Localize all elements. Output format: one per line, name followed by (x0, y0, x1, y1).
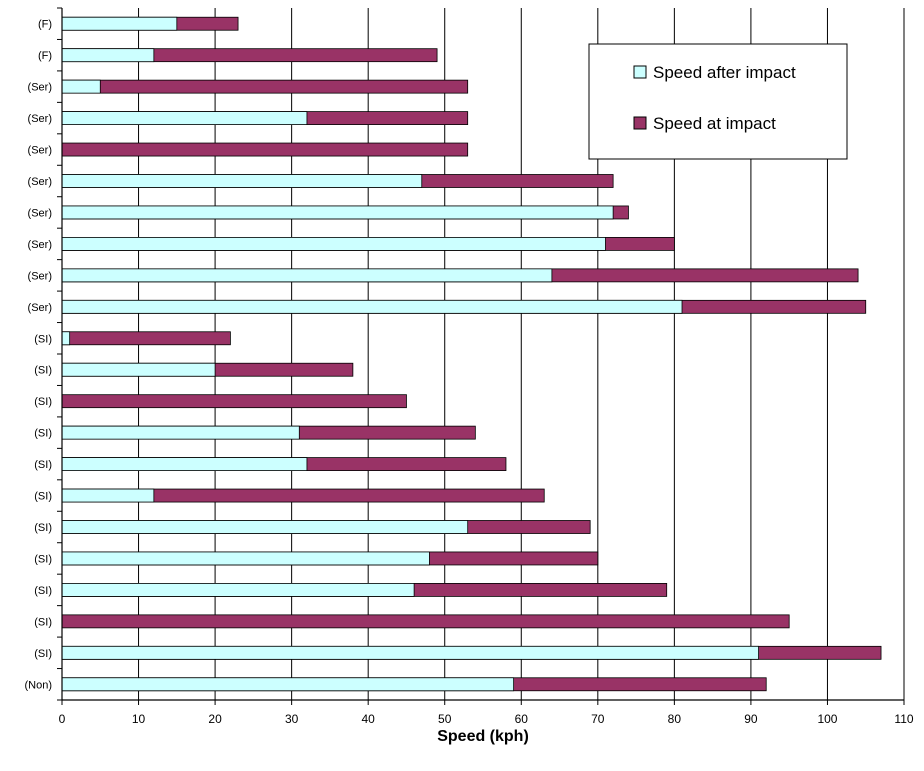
category-label: (SI) (34, 648, 52, 660)
category-label: (SI) (34, 333, 52, 345)
bar-speed-after-impact (61, 174, 423, 188)
x-tick-label: 10 (132, 712, 146, 726)
category-label: (SI) (34, 491, 52, 503)
bar-speed-at-impact (61, 142, 469, 157)
x-tick-label: 110 (894, 712, 913, 726)
bar-speed-after-impact (61, 237, 606, 251)
category-label: (SI) (34, 585, 52, 597)
bar-speed-at-impact (61, 331, 231, 346)
category-label: (Ser) (28, 270, 52, 282)
legend-label-at-impact: Speed at impact (653, 114, 776, 133)
category-label: (SI) (34, 396, 52, 408)
category-label: (F) (38, 50, 52, 62)
category-label: (F) (38, 19, 52, 31)
category-label: (SI) (34, 616, 52, 628)
category-label: (Ser) (28, 207, 52, 219)
legend: Speed after impact Speed at impact (588, 43, 848, 160)
category-label: (SI) (34, 459, 52, 471)
category-label: (Non) (24, 679, 52, 691)
bar-speed-after-impact (61, 583, 415, 597)
category-labels: (F) (F) (Ser) (Ser) (Ser) (Ser) (Ser) (Ser) (Ser… (24, 19, 52, 692)
category-label: (SI) (34, 553, 52, 565)
bar-speed-after-impact (61, 268, 553, 283)
category-label: (SI) (34, 522, 52, 534)
category-label: (SI) (34, 365, 52, 377)
bar-speed-at-impact (61, 79, 469, 94)
category-label: (Ser) (28, 302, 52, 314)
legend-label-after-impact: Speed after impact (653, 63, 796, 82)
bar-speed-after-impact (61, 551, 430, 566)
x-tick-label: 0 (59, 712, 66, 726)
bar-speed-after-impact (61, 205, 614, 220)
x-tick-label: 50 (438, 712, 452, 726)
legend-swatch-at-impact (633, 116, 647, 130)
bar-speed-after-impact (61, 677, 515, 692)
x-tick-label: 80 (668, 712, 682, 726)
legend-box (588, 43, 848, 160)
bars (61, 16, 882, 692)
category-label: (Ser) (28, 176, 52, 188)
category-label: (Ser) (28, 113, 52, 125)
legend-swatch-after-impact (633, 65, 647, 79)
x-tick-label: 40 (362, 712, 376, 726)
x-tick-label: 70 (591, 712, 605, 726)
category-label: (Ser) (28, 239, 52, 251)
bar-speed-after-impact (61, 48, 155, 63)
x-tick-label: 60 (515, 712, 529, 726)
x-tick-labels: 0 10 20 30 40 50 60 70 80 90 100 110 (59, 712, 914, 726)
axes (57, 7, 905, 705)
bar-speed-after-impact (61, 362, 216, 377)
x-tick-label: 100 (817, 712, 837, 726)
category-label: (Ser) (28, 145, 52, 157)
x-tick-label: 90 (744, 712, 758, 726)
bar-speed-after-impact (61, 457, 308, 471)
bar-speed-at-impact (61, 394, 407, 409)
bar-speed-after-impact (61, 331, 71, 346)
bar-speed-after-impact (61, 16, 178, 31)
bar-speed-after-impact (61, 520, 469, 534)
x-tick-label: 20 (208, 712, 222, 726)
bar-speed-after-impact (61, 79, 101, 94)
category-label: (Ser) (28, 82, 52, 94)
bar-speed-after-impact (61, 111, 308, 125)
bar-speed-after-impact (61, 645, 759, 660)
bar-speed-after-impact (61, 488, 155, 503)
x-axis-title: Speed (kph) (437, 728, 529, 745)
bar-speed-at-impact (61, 614, 790, 629)
x-tick-label: 30 (285, 712, 299, 726)
category-label: (SI) (34, 428, 52, 440)
bar-speed-after-impact (61, 425, 300, 440)
bar-speed-after-impact (61, 299, 683, 314)
